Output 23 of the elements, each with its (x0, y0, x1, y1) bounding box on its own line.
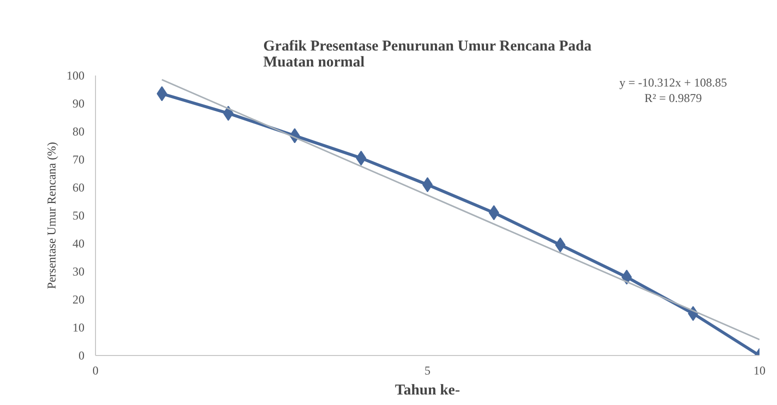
y-tick-label: 40 (72, 236, 84, 250)
y-axis-title: Persentase Umur Rencana (%) (44, 142, 58, 289)
point (422, 177, 433, 192)
y-tick-label: 50 (72, 208, 84, 222)
y-tick-label: 100 (66, 68, 84, 82)
y-tick-label: 30 (72, 264, 84, 278)
x-tick-label: 5 (424, 364, 430, 378)
y-tick-label: 80 (72, 124, 84, 138)
y-tick-label: 90 (72, 96, 84, 110)
point (356, 150, 366, 166)
y-tick-label: 60 (72, 180, 84, 194)
y-tick-label: 20 (72, 292, 84, 306)
annotation: R² = 0.9879 (644, 90, 702, 105)
point (488, 205, 500, 220)
x-tick-label: 0 (92, 364, 98, 378)
y-tick-label: 70 (72, 152, 84, 166)
point (156, 86, 168, 102)
annotation: y = -10.312x + 108.85 (619, 76, 727, 90)
y-tick-label: 10 (72, 320, 84, 334)
x-axis-title: Tahun ke- (395, 382, 460, 398)
y-tick-label: 0 (78, 348, 84, 362)
x-tick-label: 10 (754, 364, 766, 378)
chart-title: Grafik Presentase Penurunan Umur Rencana Pada Muatan normal (263, 38, 592, 70)
